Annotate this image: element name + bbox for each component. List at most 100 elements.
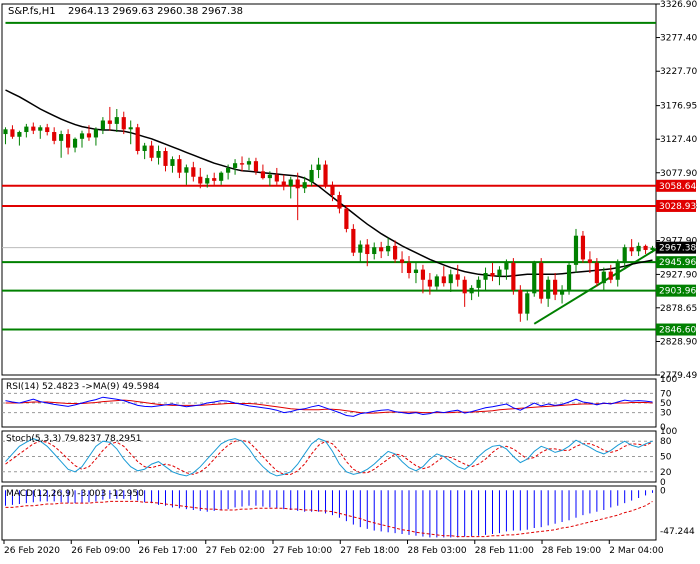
rsi-tick-label: 50 [660, 399, 672, 409]
candle-body [629, 247, 634, 252]
stoch-d-line [5, 439, 653, 475]
macd-tick-label: -47.244 [660, 527, 695, 537]
candle-body [10, 129, 15, 137]
candle-body [406, 262, 412, 273]
candle [288, 176, 293, 199]
candle [232, 159, 238, 175]
candle-body [288, 179, 293, 187]
price-tick-label: 2779.49 [660, 371, 697, 381]
candle-body [358, 244, 363, 253]
candle [351, 224, 356, 257]
candle [309, 164, 314, 187]
rsi-label: RSI(14) 52.4823 ->MA(9) 49.5984 [6, 382, 160, 392]
candle-body [330, 184, 335, 196]
candle-body [93, 129, 99, 138]
candle-body [156, 151, 161, 158]
candle-body [232, 163, 238, 168]
candle [72, 137, 78, 153]
price-tick-label: 2878.65 [660, 304, 697, 314]
candle [504, 259, 509, 280]
candle [149, 140, 154, 162]
candle-body [462, 279, 467, 294]
candle [337, 191, 342, 214]
candle-body [643, 245, 648, 250]
candle [205, 174, 210, 188]
candle-body [239, 163, 245, 165]
candle [546, 276, 551, 307]
candle [601, 267, 606, 290]
price-panel-frame [1, 3, 657, 376]
candle-body [52, 132, 57, 141]
candle [66, 129, 71, 155]
candle-body [566, 264, 572, 290]
candle-body [3, 129, 8, 135]
candle-body [24, 126, 29, 133]
candle-body [59, 134, 64, 141]
time-tick-label: 2 Mar 04:00 [609, 546, 664, 556]
level-price-label: 2903.96 [659, 287, 696, 297]
price-tick-label: 3277.40 [660, 34, 697, 44]
candle [323, 160, 328, 189]
candle-body [504, 262, 509, 270]
level-price-label: 2945.96 [659, 258, 696, 268]
candle-body [100, 120, 105, 130]
candle [59, 130, 64, 158]
candle-body [434, 276, 439, 287]
time-tick-label: 27 Feb 02:00 [206, 546, 265, 556]
candle-body [636, 245, 641, 252]
time-tick-label: 27 Feb 10:00 [273, 546, 332, 556]
candle [358, 240, 363, 263]
candle-body [525, 293, 530, 314]
candle-body [532, 262, 537, 294]
candle-body [86, 133, 92, 138]
indicators [4, 396, 654, 538]
candle-body [219, 172, 224, 181]
candle [441, 266, 446, 287]
candle-body [344, 208, 349, 229]
candle-body [413, 269, 419, 273]
candle-body [386, 245, 391, 252]
candle [580, 230, 586, 263]
candle-body [260, 171, 265, 179]
stoch-tick-label: 50 [660, 453, 672, 463]
candle-body [518, 289, 523, 314]
candle [170, 156, 175, 173]
rsi-tick-label: 100 [660, 375, 677, 385]
price-tick-label: 2927.90 [660, 270, 697, 280]
level-price-tag [656, 179, 696, 192]
candle [212, 172, 217, 185]
candle-body [309, 169, 314, 183]
candle [239, 156, 245, 172]
candle-body [205, 178, 210, 184]
candle [393, 240, 398, 263]
grid-layer: 3326.90 3277.40 3227.70 3176.95 3127.40 3077.… [2, 0, 697, 556]
candle-body [393, 245, 398, 260]
candle [3, 127, 8, 145]
candle-body [302, 182, 307, 189]
candle [114, 108, 119, 133]
candle [379, 241, 384, 259]
candle-body [497, 269, 502, 277]
candle [52, 127, 57, 145]
candle-body [573, 235, 579, 265]
candle [643, 244, 648, 255]
candle [399, 251, 405, 273]
candle [31, 122, 36, 135]
candle [191, 161, 196, 182]
candle-body [253, 161, 259, 172]
candle [434, 274, 439, 290]
candle [608, 264, 613, 284]
stoch-label: Stoch(5,3,3) 79.8237 78.2951 [6, 434, 141, 444]
time-tick-label: 28 Feb 19:00 [542, 546, 601, 556]
candle [295, 172, 300, 221]
candle [594, 258, 599, 287]
candle [163, 147, 168, 172]
candle-body [135, 127, 140, 152]
candle-body [31, 126, 36, 131]
candle [274, 167, 279, 185]
candle-body [128, 127, 133, 130]
candle-body [66, 134, 71, 148]
candle [281, 174, 286, 191]
price-tick-label: 3127.40 [660, 135, 697, 145]
